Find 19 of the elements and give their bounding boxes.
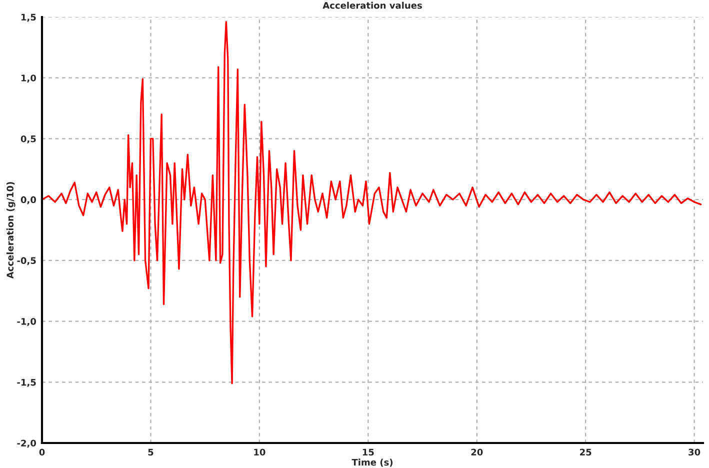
y-tick-label: -0,5 [17, 257, 36, 266]
y-tick-label: -2,0 [17, 440, 36, 448]
y-tick-label: 0,5 [20, 135, 36, 144]
x-tick-label: 15 [362, 448, 374, 456]
y-axis-title: Acceleration (g/10) [6, 182, 16, 279]
x-axis-title: Time (s) [352, 458, 392, 467]
y-tick-label: 0,0 [20, 196, 36, 204]
x-tick-label: 20 [471, 448, 483, 456]
y-tick-label: -1,0 [17, 318, 36, 326]
chart-title: Acceleration values [322, 2, 422, 9]
x-tick-label: 10 [254, 448, 266, 456]
line-series [42, 21, 702, 384]
y-tick-label: 1,0 [21, 74, 36, 83]
y-tick-label: -1,5 [17, 378, 36, 387]
x-tick-label: 25 [580, 448, 592, 456]
y-tick-label: 1,5 [21, 14, 36, 22]
x-tick-label: 0 [39, 448, 45, 456]
x-tick-label: 30 [688, 448, 700, 456]
x-tick-label: 5 [148, 448, 154, 456]
